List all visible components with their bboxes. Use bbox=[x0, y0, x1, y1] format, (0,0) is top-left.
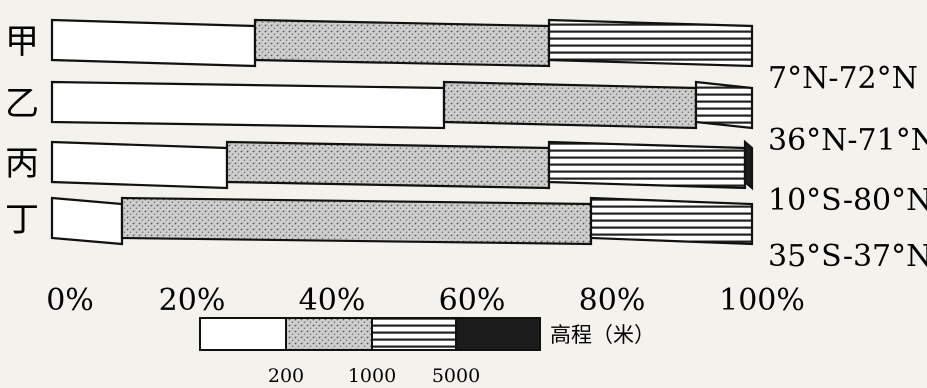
latitude-range-label: 35°S-37°N bbox=[768, 239, 927, 274]
x-tick-label: 80% bbox=[579, 283, 646, 318]
legend-boundary-label: 1000 bbox=[348, 365, 396, 387]
latitude-range-label: 7°N-72°N bbox=[768, 61, 918, 96]
bar-segment-white bbox=[50, 80, 446, 130]
legend-swatch-solid-dark bbox=[455, 317, 541, 351]
legend-swatch-white bbox=[199, 317, 287, 351]
legend-boundary-label: 5000 bbox=[432, 365, 480, 387]
x-tick-label: 100% bbox=[719, 283, 805, 318]
bar-row: 甲 7°N-72°N bbox=[5, 18, 918, 96]
bar-segment-solid-dark bbox=[743, 139, 754, 191]
latitude-range-label: 36°N-71°N bbox=[768, 123, 927, 158]
bar-segment-horizontal-lines bbox=[547, 140, 747, 190]
x-tick-label: 40% bbox=[299, 283, 366, 318]
bar-segment-horizontal-lines bbox=[589, 196, 754, 246]
bar-segment-white bbox=[50, 196, 124, 246]
bar-row: 丙 10°S-80°N bbox=[5, 139, 927, 218]
legend-swatch-stipple bbox=[285, 317, 373, 351]
category-label: 甲 bbox=[5, 22, 39, 62]
bar-segment-white bbox=[50, 140, 229, 190]
bar-row: 乙 36°N-71°N bbox=[5, 80, 927, 158]
legend-swatch-horizontal-lines bbox=[371, 317, 457, 351]
x-tick-label: 60% bbox=[439, 283, 506, 318]
legend-unit-label: 高程（米） bbox=[550, 323, 655, 347]
bar-segment-stipple bbox=[442, 80, 698, 130]
bar-segment-horizontal-lines bbox=[694, 80, 754, 130]
category-label: 丙 bbox=[5, 144, 39, 184]
bar-segment-stipple bbox=[253, 18, 551, 68]
legend-boundary-label: 200 bbox=[268, 365, 304, 387]
bar-segment-stipple bbox=[225, 140, 551, 190]
category-label: 乙 bbox=[5, 84, 39, 124]
x-tick-label: 0% bbox=[46, 283, 94, 318]
bar-segment-stipple bbox=[120, 196, 593, 246]
bar-row: 丁 35°S-37°N bbox=[5, 196, 927, 274]
x-tick-label: 20% bbox=[159, 283, 226, 318]
category-label: 丁 bbox=[5, 200, 39, 240]
bar-segment-horizontal-lines bbox=[547, 18, 754, 68]
latitude-range-label: 10°S-80°N bbox=[768, 183, 927, 218]
bar-segment-white bbox=[50, 18, 257, 68]
